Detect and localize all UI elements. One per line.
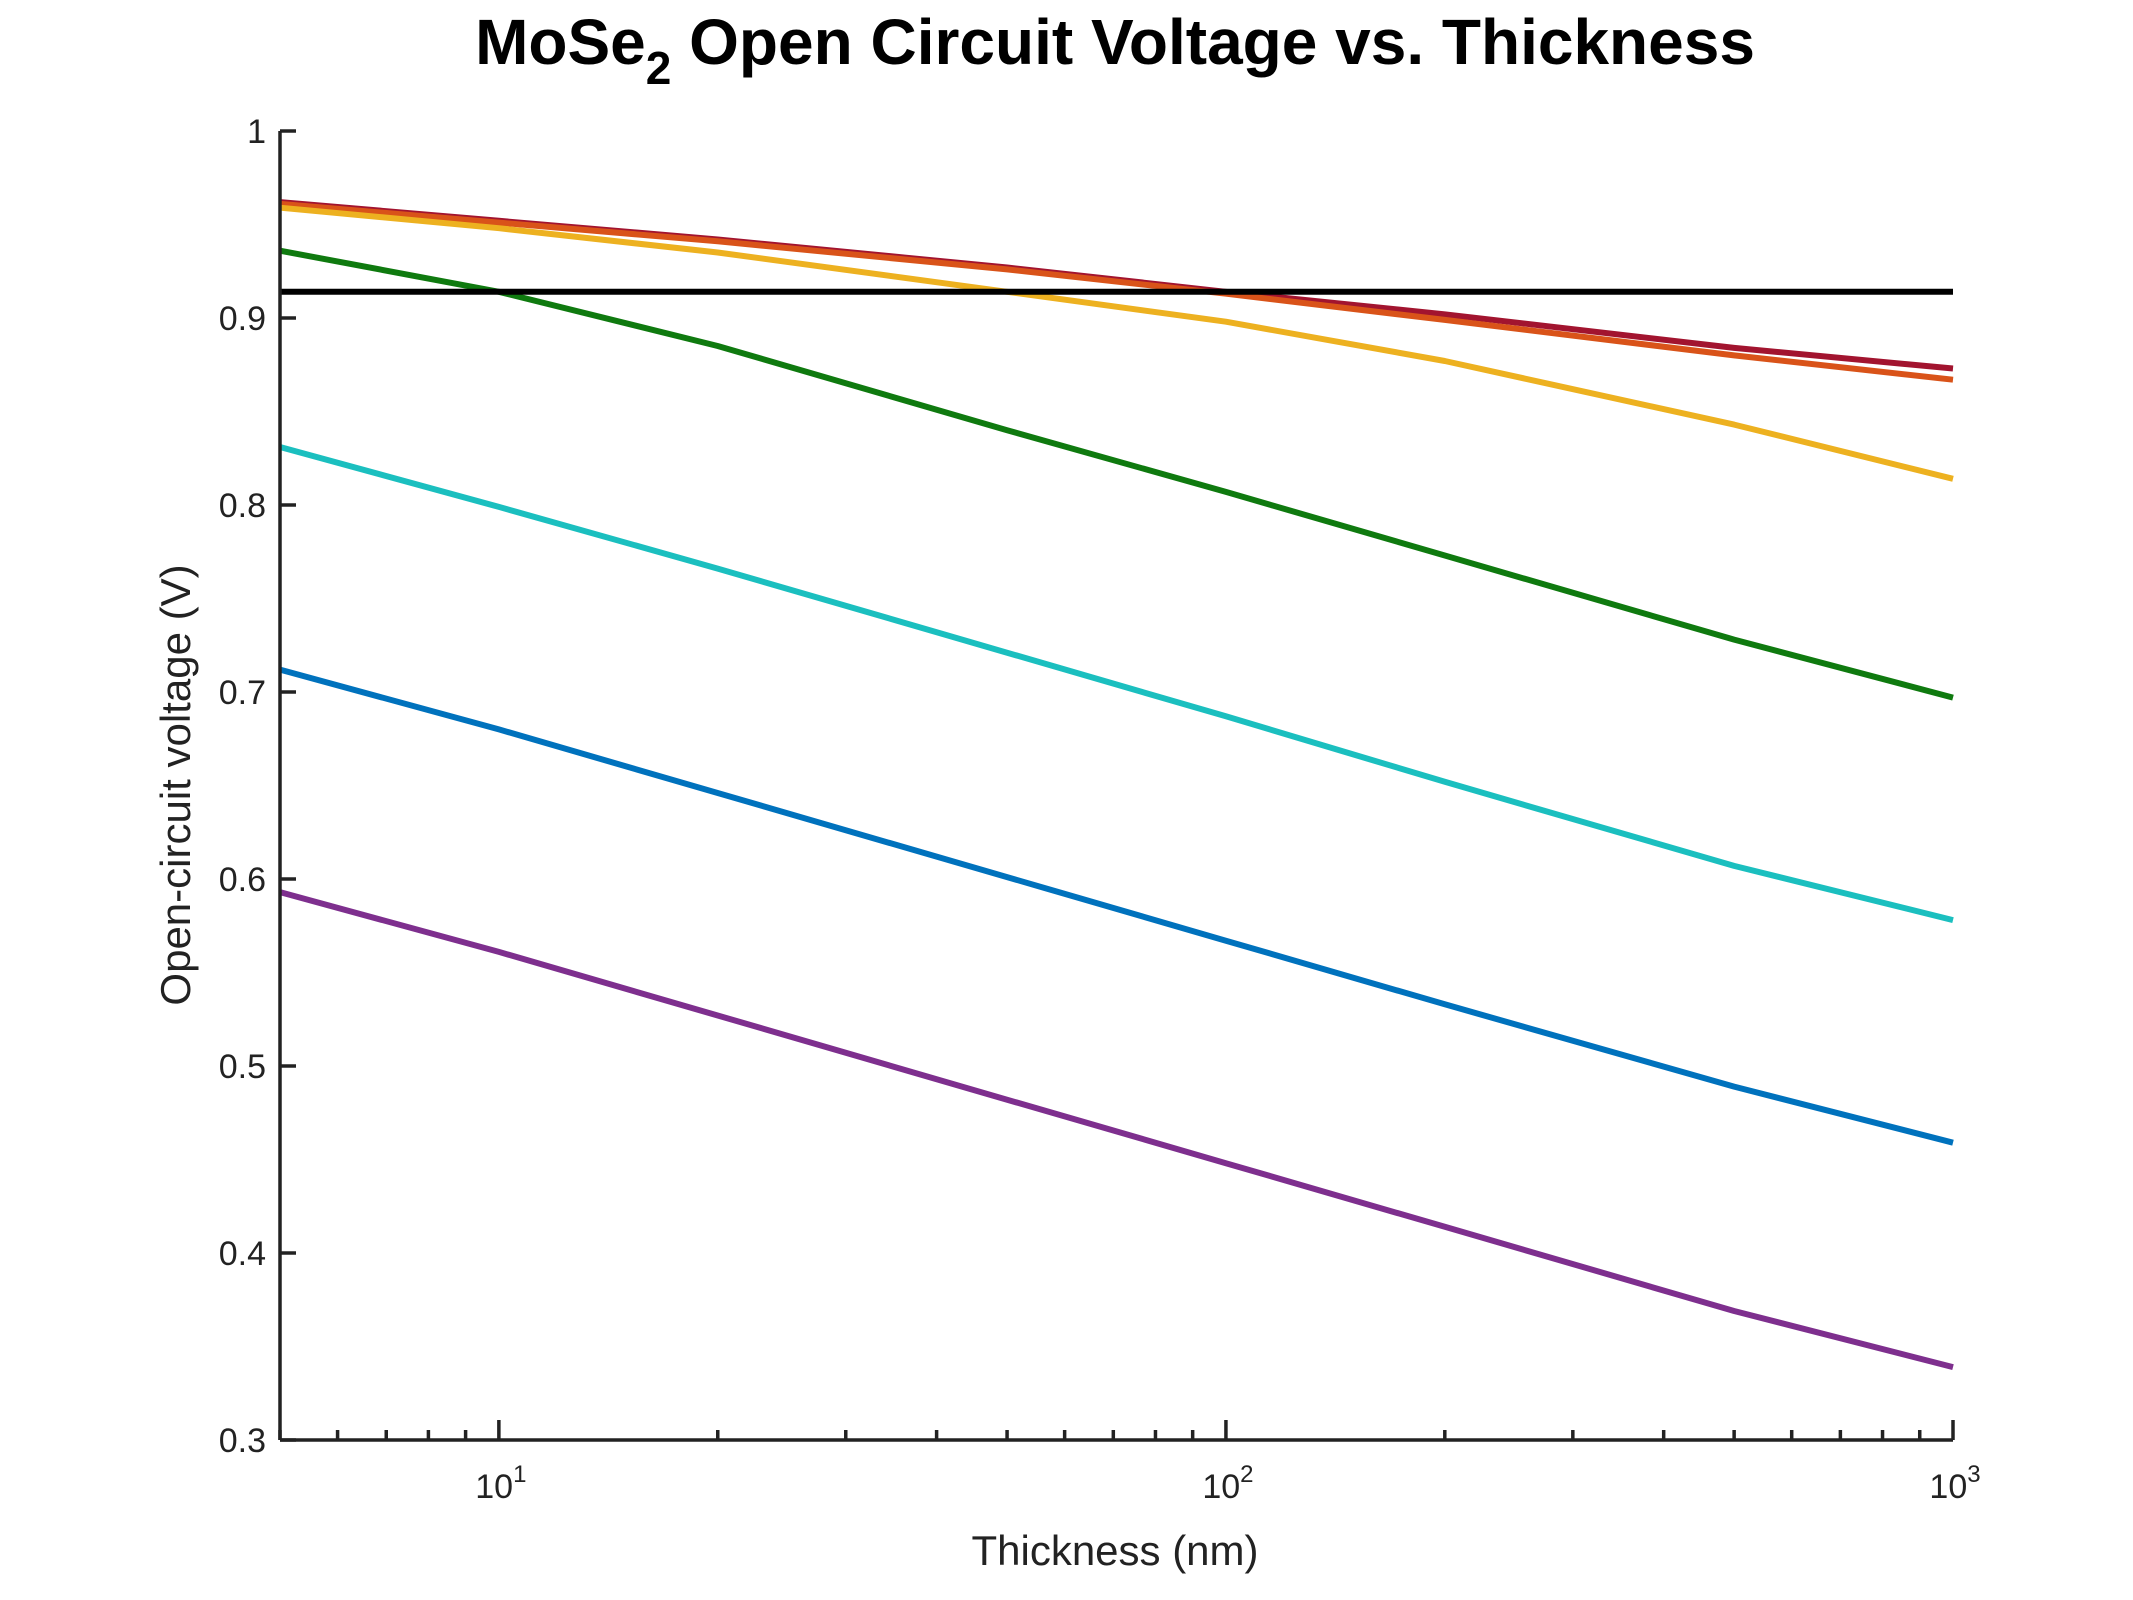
series-layer <box>279 199 1954 1371</box>
x-tick-exponent: 2 <box>1240 1461 1253 1488</box>
y-tick-label: 0.8 <box>219 487 266 525</box>
y-tick-label: 1 <box>247 113 266 151</box>
x-tick-label: 101 <box>475 1461 526 1506</box>
chart-title-subscript: 2 <box>646 42 672 94</box>
series-line-2 <box>279 200 1954 383</box>
y-axis-label: Open-circuit voltage (V) <box>152 564 199 1005</box>
chart-title: MoSe2 Open Circuit Voltage vs. Thickness <box>475 6 1755 94</box>
x-tick-label: 103 <box>1929 1461 1980 1506</box>
y-tick-label: 0.6 <box>219 861 266 899</box>
y-tick-label: 0.7 <box>219 674 266 712</box>
x-tick-base: 10 <box>475 1468 513 1506</box>
x-tick-exponent: 3 <box>1967 1461 1980 1488</box>
x-tick-label: 102 <box>1202 1461 1253 1506</box>
x-tick-base: 10 <box>1202 1468 1240 1506</box>
y-ticks: 0.3 0.4 0.5 0.6 0.7 0.8 0.9 1 <box>219 113 296 1460</box>
y-tick-label: 0.9 <box>219 300 266 338</box>
x-tick-exponent: 1 <box>513 1461 526 1488</box>
series-line-3 <box>279 204 1954 482</box>
series-line-4 <box>279 247 1954 701</box>
chart-title-rest: Open Circuit Voltage vs. Thickness <box>671 6 1755 78</box>
series-line-5 <box>279 444 1954 924</box>
chart-title-main: MoSe <box>475 6 646 78</box>
x-ticks: 101 102 103 <box>278 1420 1981 1506</box>
y-tick-label: 0.4 <box>219 1235 266 1273</box>
x-axis-label: Thickness (nm) <box>971 1527 1258 1574</box>
series-line-6 <box>279 666 1954 1146</box>
y-tick-label: 0.5 <box>219 1048 266 1086</box>
x-tick-base: 10 <box>1929 1468 1967 1506</box>
series-line-7 <box>279 889 1954 1371</box>
y-tick-label: 0.3 <box>219 1422 266 1460</box>
